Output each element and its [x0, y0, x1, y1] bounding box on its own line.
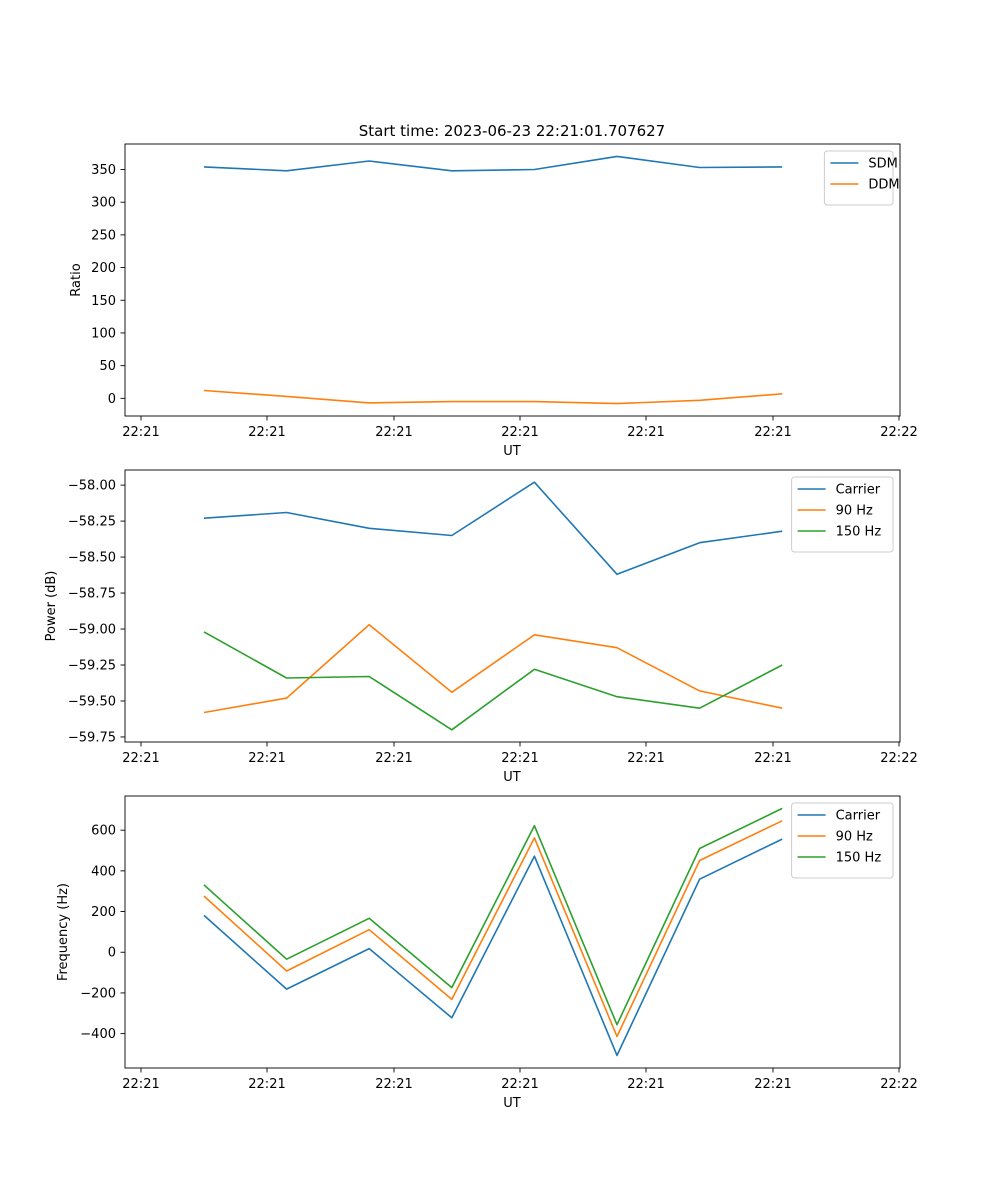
chart-1-y-tick-label-1: −59.50	[68, 694, 116, 709]
chart-1-series-1-line	[203, 623, 783, 714]
figure-title: Start time: 2023-06-23 22:21:01.707627	[359, 122, 665, 140]
chart-1-x-tick-label-5: 22:21	[754, 751, 791, 766]
chart-0-series-0-line	[203, 155, 783, 172]
chart-1-legend-label-0: Carrier	[836, 483, 881, 498]
chart-1-y-tick-label-6: −58.25	[68, 515, 116, 530]
chart-0-x-tick-label-1: 22:21	[248, 425, 285, 440]
chart-2-y-tick-label-3: 200	[91, 905, 116, 920]
chart-1-x-tick-label-3: 22:21	[501, 751, 538, 766]
chart-0-x-tick-label-4: 22:21	[627, 425, 664, 440]
chart-2-y-tick-label-1: −200	[80, 986, 116, 1001]
chart-2-x-tick-label-5: 22:21	[754, 1077, 791, 1092]
chart-1-x-tick-label-4: 22:21	[627, 751, 664, 766]
chart-2-series-2-line	[203, 807, 783, 1026]
chart-1-y-tick-label-5: −58.50	[68, 551, 116, 566]
chart-2-legend: Carrier 90 Hz 150 Hz	[791, 802, 894, 879]
chart-2-legend-label-1: 90 Hz	[836, 830, 873, 845]
ratio-chart: 22:21 22:21 22:21 22:21 22:21 22:21 22:22 0 50 10…	[69, 143, 918, 459]
chart-0-x-tick-label-0: 22:21	[122, 425, 159, 440]
chart-0-y-tick-label-5: 250	[91, 228, 116, 243]
chart-1-x-tick-label-2: 22:21	[375, 751, 412, 766]
chart-1-y-tick-label-7: −58.00	[68, 479, 116, 494]
chart-0-x-tick-label-3: 22:21	[501, 425, 538, 440]
chart-2-y-tick-label-4: 400	[91, 864, 116, 879]
chart-0-series-1-line	[203, 389, 783, 405]
chart-1-y-tick-label-2: −59.25	[68, 659, 116, 674]
chart-2-x-axis-label: UT	[503, 1096, 521, 1111]
chart-2-y-tick-label-5: 600	[91, 824, 116, 839]
chart-1-x-tick-label-6: 22:22	[880, 751, 917, 766]
chart-2-series-1-line	[203, 820, 783, 1038]
chart-0-y-tick-label-6: 300	[91, 196, 116, 211]
chart-0-y-tick-label-4: 200	[91, 261, 116, 276]
chart-2-x-tick-label-6: 22:22	[880, 1077, 917, 1092]
chart-2-x-tick-label-2: 22:21	[375, 1077, 412, 1092]
chart-1-x-axis-label: UT	[503, 770, 521, 785]
chart-1-y-tick-label-0: −59.75	[68, 730, 116, 745]
chart-0-axes-frame	[124, 143, 901, 417]
chart-1-x-tick-label-0: 22:21	[122, 751, 159, 766]
frequency-chart: 22:21 22:21 22:21 22:21 22:21 22:21 22:22 −400 −…	[56, 795, 918, 1111]
chart-1-legend-label-2: 150 Hz	[836, 525, 882, 540]
chart-0-x-tick-label-2: 22:21	[375, 425, 412, 440]
chart-2-x-tick-label-4: 22:21	[627, 1077, 664, 1092]
chart-2-y-tick-label-2: 0	[108, 946, 116, 961]
chart-2-legend-box	[791, 802, 894, 879]
chart-0-legend-label-0: SDM	[868, 157, 897, 172]
chart-2-x-tick-label-1: 22:21	[248, 1077, 285, 1092]
chart-1-axes-frame	[124, 469, 901, 743]
chart-1-y-axis-label: Power (dB)	[44, 571, 59, 642]
chart-1-series-2-line	[203, 631, 783, 731]
chart-2-y-tick-label-0: −400	[80, 1027, 116, 1042]
chart-1-y-tick-label-4: −58.75	[68, 587, 116, 602]
chart-2-y-axis-label: Frequency (Hz)	[56, 883, 71, 981]
chart-0-x-tick-label-6: 22:22	[880, 425, 917, 440]
chart-0-legend-box	[823, 150, 894, 206]
chart-2-x-tick-label-0: 22:21	[122, 1077, 159, 1092]
chart-1-x-tick-label-1: 22:21	[248, 751, 285, 766]
power-chart: 22:21 22:21 22:21 22:21 22:21 22:21 22:22 −59.7…	[44, 469, 918, 785]
chart-0-y-tick-label-2: 100	[91, 326, 116, 341]
chart-0-y-tick-label-7: 350	[91, 163, 116, 178]
chart-0-legend: SDM DDM	[823, 150, 900, 206]
chart-2-series-0-line	[203, 838, 783, 1057]
chart-2-x-tick-label-3: 22:21	[501, 1077, 538, 1092]
chart-0-y-tick-label-0: 0	[108, 392, 116, 407]
chart-0-legend-label-1: DDM	[868, 178, 899, 193]
chart-0-y-tick-label-3: 150	[91, 294, 116, 309]
chart-1-legend: Carrier 90 Hz 150 Hz	[791, 476, 894, 553]
chart-1-legend-box	[791, 476, 894, 553]
chart-1-y-tick-label-3: −59.00	[68, 623, 116, 638]
chart-1-legend-label-1: 90 Hz	[836, 504, 873, 519]
chart-0-y-axis-label: Ratio	[69, 263, 84, 296]
chart-2-axes-frame	[124, 795, 901, 1069]
chart-1-series-0-line	[203, 481, 783, 576]
chart-0-y-tick-label-1: 50	[99, 359, 116, 374]
chart-2-legend-label-0: Carrier	[836, 809, 881, 824]
chart-2-legend-label-2: 150 Hz	[836, 851, 882, 866]
chart-0-x-tick-label-5: 22:21	[754, 425, 791, 440]
chart-0-x-axis-label: UT	[503, 444, 521, 459]
